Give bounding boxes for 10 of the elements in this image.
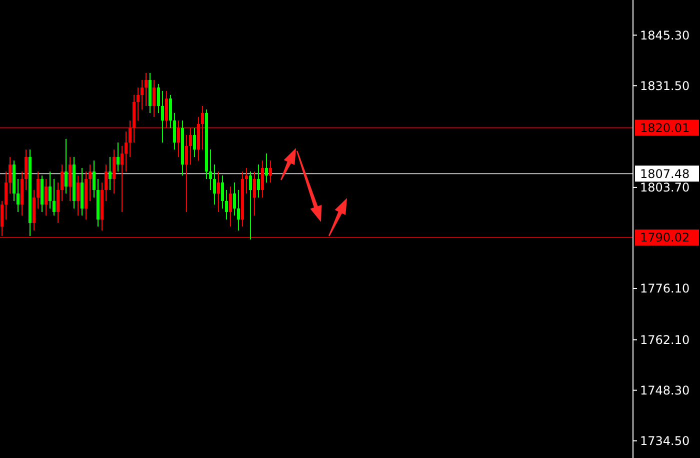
y-tick-label: 1734.50	[640, 434, 690, 448]
y-tick-label: 1776.10	[640, 282, 690, 296]
y-tick-label: 1845.30	[640, 28, 690, 42]
y-tick-label: 1803.70	[640, 180, 690, 195]
ref-line-label: 1807.48	[640, 166, 690, 181]
y-tick-label: 1762.10	[640, 332, 690, 347]
ref-line-label: 1790.02	[640, 230, 690, 245]
ref-line-label: 1820.01	[640, 120, 690, 135]
y-tick-label: 1748.30	[640, 383, 690, 398]
y-tick-label: 1831.50	[640, 78, 690, 93]
